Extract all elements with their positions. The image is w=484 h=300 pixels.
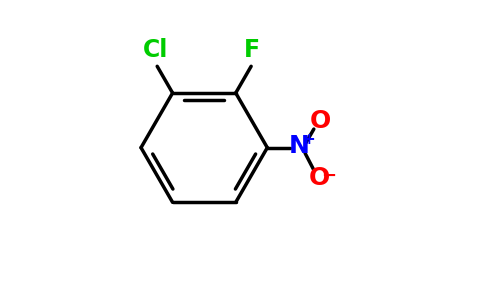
Text: O: O — [309, 110, 331, 134]
Text: O: O — [308, 166, 330, 190]
Text: −: − — [321, 167, 336, 185]
Text: F: F — [244, 38, 260, 62]
Text: Cl: Cl — [143, 38, 168, 62]
Text: N: N — [289, 134, 310, 158]
Text: +: + — [302, 133, 315, 148]
